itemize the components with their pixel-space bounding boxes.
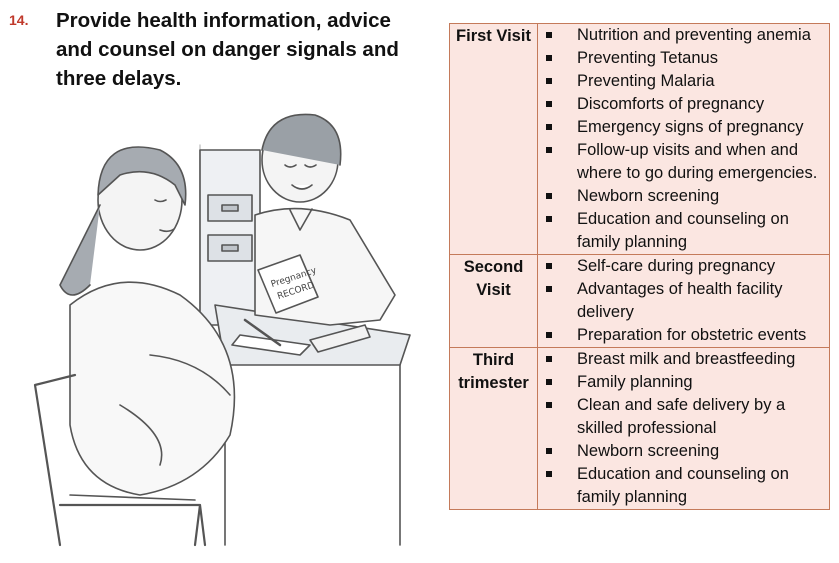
table-row: Third trimester Breast milk and breastfe…: [449, 347, 830, 510]
topic-list: Self-care during pregnancy Advantages of…: [542, 255, 829, 347]
step-number: 14.: [9, 12, 29, 28]
visit-topics-table: First Visit Nutrition and preventing ane…: [449, 23, 830, 510]
list-item: Advantages of health facility delivery: [542, 278, 829, 324]
list-item: Breast milk and breastfeeding: [542, 348, 829, 371]
visit-label: First Visit: [449, 23, 538, 255]
list-item: Newborn screening: [542, 185, 829, 208]
list-item: Preventing Malaria: [542, 70, 829, 93]
list-item: Education and counseling on family plann…: [542, 463, 829, 509]
list-item: Nutrition and preventing anemia: [542, 24, 829, 47]
counseling-illustration: Pregnancy RECORD: [33, 113, 411, 547]
list-item: Clean and safe delivery by a skilled pro…: [542, 394, 829, 440]
pregnant-woman-dress: [69, 281, 236, 496]
pregnancy-record: Pregnancy RECORD: [257, 254, 319, 314]
visit-topics-cell: Breast milk and breastfeeding Family pla…: [537, 347, 830, 510]
chair: [33, 373, 207, 547]
visit-topics-cell: Self-care during pregnancy Advantages of…: [537, 254, 830, 348]
list-item: Self-care during pregnancy: [542, 255, 829, 278]
step-heading: Provide health information, advice and c…: [56, 9, 399, 90]
visit-label: Second Visit: [449, 254, 538, 348]
list-item: Newborn screening: [542, 440, 829, 463]
list-item: Education and counseling on family plann…: [542, 208, 829, 254]
table-row: Second Visit Self-care during pregnancy …: [449, 254, 830, 348]
topic-list: Breast milk and breastfeeding Family pla…: [542, 348, 829, 509]
list-item: Family planning: [542, 371, 829, 394]
list-item: Emergency signs of pregnancy: [542, 116, 829, 139]
table-row: First Visit Nutrition and preventing ane…: [449, 23, 830, 255]
list-item: Follow-up visits and when and where to g…: [542, 139, 829, 185]
list-item: Discomforts of pregnancy: [542, 93, 829, 116]
list-item: Preventing Tetanus: [542, 47, 829, 70]
topic-list: Nutrition and preventing anemia Preventi…: [542, 24, 829, 254]
visit-label: Third trimester: [449, 347, 538, 510]
list-item: Preparation for obstetric events: [542, 324, 829, 347]
visit-topics-cell: Nutrition and preventing anemia Preventi…: [537, 23, 830, 255]
